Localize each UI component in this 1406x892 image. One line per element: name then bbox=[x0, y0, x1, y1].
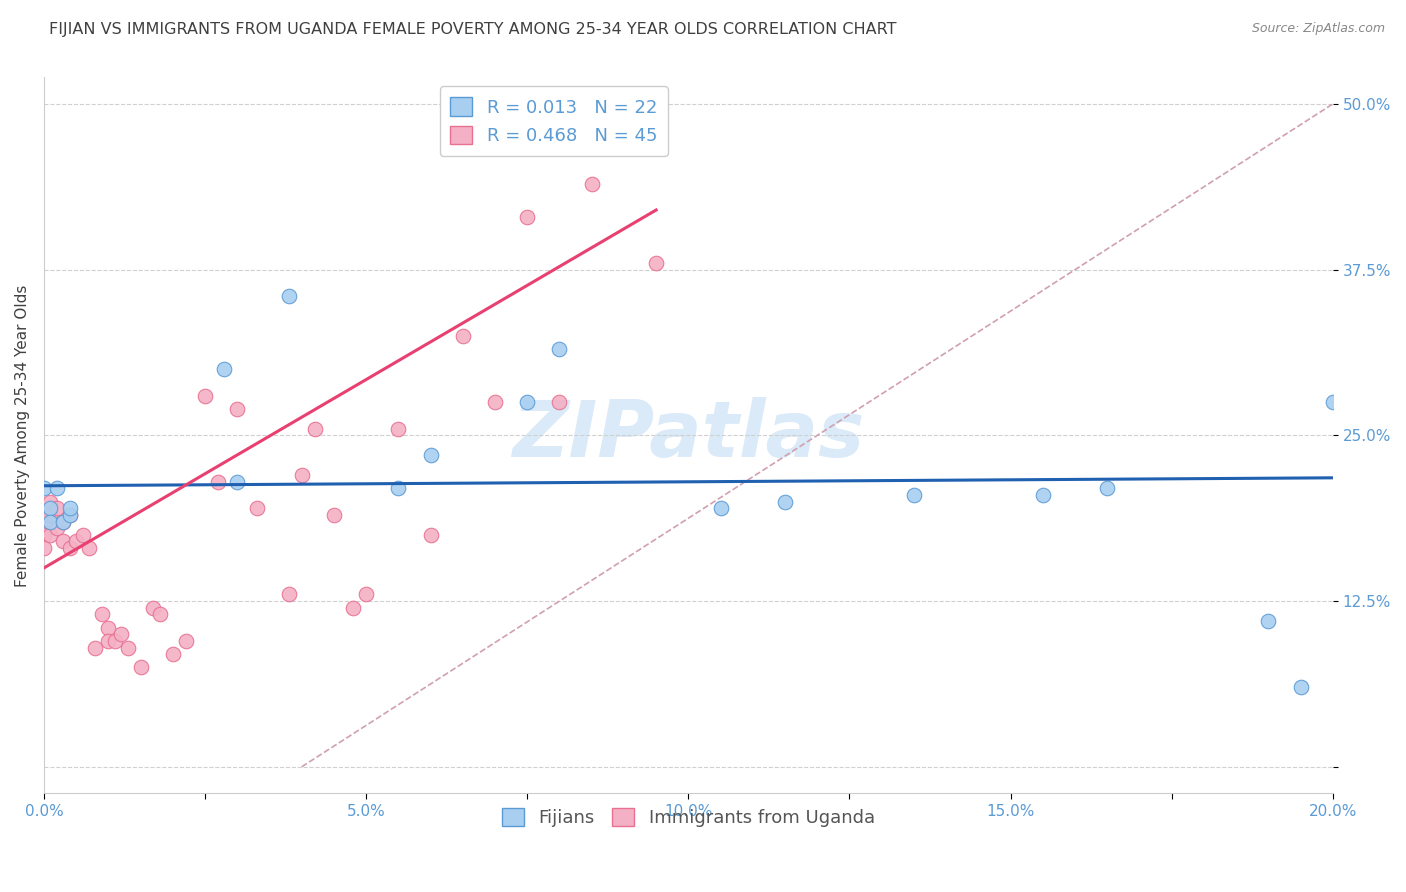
Point bbox=[387, 482, 409, 496]
Point bbox=[52, 534, 75, 549]
Point bbox=[548, 343, 571, 357]
Text: FIJIAN VS IMMIGRANTS FROM UGANDA FEMALE POVERTY AMONG 25-34 YEAR OLDS CORRELATIO: FIJIAN VS IMMIGRANTS FROM UGANDA FEMALE … bbox=[49, 22, 897, 37]
Point bbox=[39, 515, 62, 529]
Point bbox=[39, 501, 62, 516]
Point bbox=[97, 621, 120, 635]
Point bbox=[59, 501, 82, 516]
Point bbox=[1322, 395, 1344, 409]
Point bbox=[354, 587, 377, 601]
Point bbox=[484, 395, 506, 409]
Point bbox=[45, 501, 67, 516]
Point bbox=[581, 177, 603, 191]
Point bbox=[1289, 681, 1312, 695]
Point bbox=[226, 401, 249, 416]
Point bbox=[84, 640, 107, 655]
Point bbox=[277, 289, 299, 303]
Point bbox=[45, 482, 67, 496]
Point bbox=[419, 528, 441, 542]
Point bbox=[45, 521, 67, 535]
Point bbox=[1032, 488, 1054, 502]
Point bbox=[97, 633, 120, 648]
Point bbox=[110, 627, 132, 641]
Point bbox=[194, 389, 217, 403]
Point bbox=[291, 468, 314, 483]
Point bbox=[104, 633, 127, 648]
Point bbox=[117, 640, 139, 655]
Point bbox=[39, 528, 62, 542]
Point bbox=[149, 607, 172, 622]
Point bbox=[32, 482, 55, 496]
Point bbox=[214, 362, 236, 376]
Point bbox=[65, 534, 87, 549]
Point bbox=[245, 501, 267, 516]
Point bbox=[59, 508, 82, 522]
Point bbox=[90, 607, 112, 622]
Point bbox=[52, 515, 75, 529]
Point bbox=[709, 501, 731, 516]
Point bbox=[516, 210, 538, 224]
Point bbox=[174, 633, 197, 648]
Point bbox=[903, 488, 925, 502]
Point bbox=[419, 448, 441, 462]
Point bbox=[451, 329, 474, 343]
Point bbox=[277, 587, 299, 601]
Point bbox=[142, 600, 165, 615]
Point bbox=[1095, 482, 1118, 496]
Point bbox=[162, 647, 184, 661]
Point bbox=[207, 475, 229, 489]
Point bbox=[773, 494, 796, 508]
Point bbox=[129, 660, 152, 674]
Point bbox=[516, 395, 538, 409]
Point bbox=[32, 541, 55, 555]
Point bbox=[39, 494, 62, 508]
Point bbox=[342, 600, 364, 615]
Text: ZIPatlas: ZIPatlas bbox=[512, 398, 865, 474]
Point bbox=[645, 256, 668, 270]
Point bbox=[77, 541, 100, 555]
Point bbox=[59, 508, 82, 522]
Point bbox=[387, 422, 409, 436]
Point bbox=[322, 508, 344, 522]
Point bbox=[39, 508, 62, 522]
Point bbox=[52, 515, 75, 529]
Point bbox=[548, 395, 571, 409]
Point bbox=[32, 528, 55, 542]
Y-axis label: Female Poverty Among 25-34 Year Olds: Female Poverty Among 25-34 Year Olds bbox=[15, 285, 30, 587]
Point bbox=[32, 515, 55, 529]
Point bbox=[304, 422, 326, 436]
Text: Source: ZipAtlas.com: Source: ZipAtlas.com bbox=[1251, 22, 1385, 36]
Point bbox=[72, 528, 94, 542]
Point bbox=[59, 541, 82, 555]
Point bbox=[1257, 614, 1279, 628]
Legend: Fijians, Immigrants from Uganda: Fijians, Immigrants from Uganda bbox=[495, 801, 882, 834]
Point bbox=[226, 475, 249, 489]
